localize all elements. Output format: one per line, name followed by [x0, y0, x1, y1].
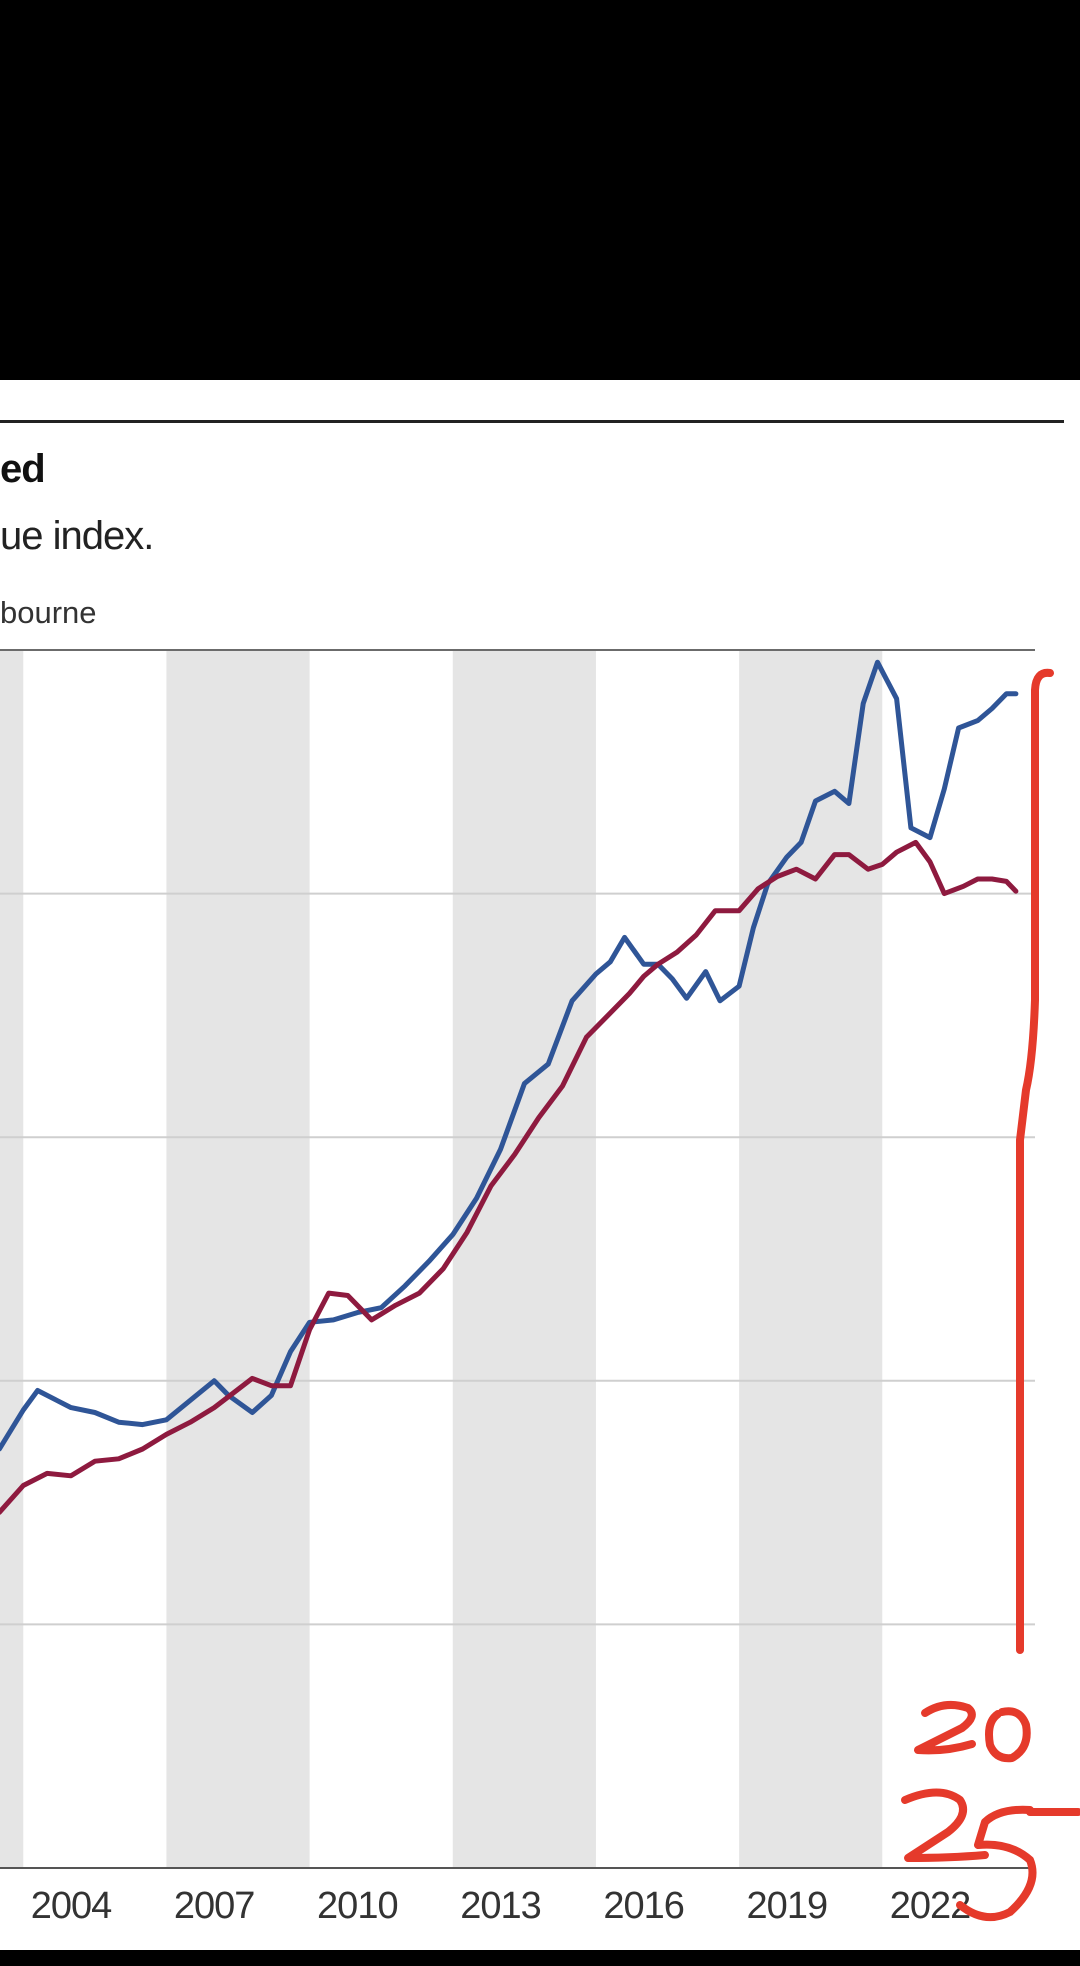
x-tick-label: 2013	[460, 1885, 541, 1927]
series-lines	[0, 659, 1019, 1515]
x-tick-label: 2004	[31, 1885, 112, 1927]
shaded-period-1	[166, 650, 310, 1868]
annotation-digit-0	[985, 1707, 1031, 1763]
shaded-periods	[0, 650, 883, 1868]
chart-title: ed	[0, 447, 46, 491]
shaded-period-2	[452, 650, 596, 1868]
annotation-digit-2b	[901, 1788, 989, 1862]
shaded-period-0	[0, 650, 24, 1868]
x-axis: 2004 2007 2010 2013 2016 2019 2022	[0, 1867, 1035, 1927]
top-rule	[0, 420, 1064, 423]
shaded-period-3	[739, 650, 883, 1868]
handwritten-annotation	[901, 668, 1080, 1922]
series-line-1	[0, 839, 1019, 1515]
x-tick-label: 2007	[174, 1885, 255, 1927]
x-tick-label: 2019	[747, 1885, 828, 1927]
legend-label: bourne	[0, 595, 97, 630]
x-tick-label: 2010	[317, 1885, 398, 1927]
x-tick-label: 2016	[603, 1885, 684, 1927]
series-line-0	[0, 659, 1019, 1452]
annotation-digit-2	[914, 1700, 976, 1755]
annotation-digit-5	[956, 1805, 1037, 1922]
annotation-bracket	[1016, 668, 1054, 1654]
gridlines	[0, 649, 1035, 1626]
chart-subtitle: ue index.	[0, 514, 154, 558]
